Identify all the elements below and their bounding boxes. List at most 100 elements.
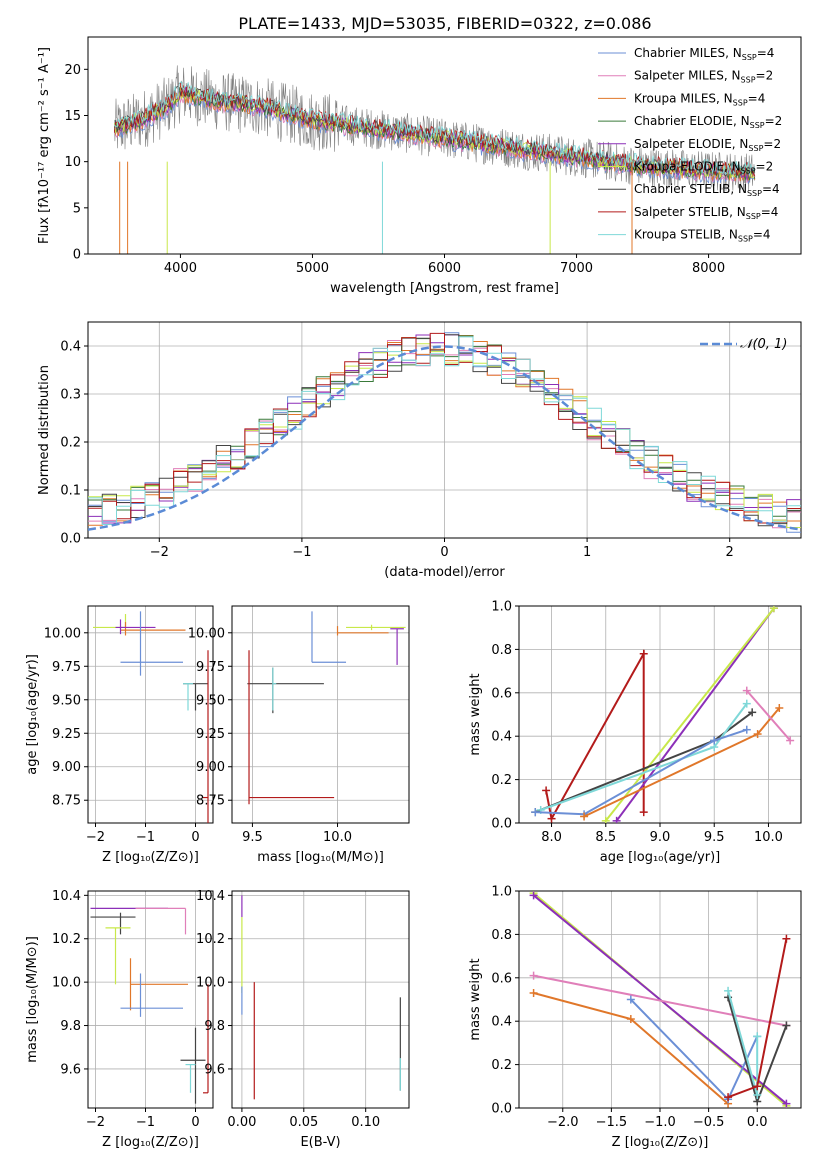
y-tick-label: 0.6 (491, 686, 512, 701)
plot-area (88, 332, 801, 533)
legend-label-suffix: =4 (761, 205, 779, 219)
y-axis-label: age [log₁₀(age/yr)] (25, 654, 40, 775)
series-line (727, 990, 759, 1096)
plot-area (90, 907, 209, 1104)
age-vs-mass-panel: 9.5 10.0 8.75 9.00 9.25 9.50 9.75 10.00 mass [lo… (188, 605, 410, 865)
y-tick-label: 0.4 (491, 730, 512, 745)
y-tick-label: 5 (73, 201, 81, 216)
legend-label: Chabrier ELODIE, NSSP=2 (634, 114, 782, 130)
y-tick-label: 0.1 (60, 484, 81, 499)
y-tick-label: 10.0 (52, 976, 81, 991)
histogram-step (88, 332, 801, 524)
legend-label: Kroupa MILES, NSSP=4 (634, 91, 765, 107)
x-tick-label: 0.00 (227, 1115, 256, 1130)
legend-label-text: Chabrier MILES, N (634, 46, 742, 60)
x-tick-label: 1 (583, 545, 591, 560)
y-tick-label: 0.8 (491, 928, 512, 943)
axes-frame (87, 890, 214, 1109)
y-tick-label: 8.75 (52, 794, 81, 809)
x-tick-label: 10.0 (323, 830, 352, 845)
legend-label-subscript: SSP (738, 235, 753, 244)
x-tick-label: −2 (86, 830, 105, 845)
y-tick-label: 1.0 (491, 600, 512, 615)
x-tick-label: 8.5 (595, 830, 616, 845)
x-tick-label: 0.0 (747, 1115, 768, 1130)
series-line (746, 689, 791, 742)
y-tick-label: 9.75 (196, 660, 225, 675)
x-tick-label: −2.0 (547, 1115, 579, 1130)
y-tick-label: 0 (73, 248, 81, 263)
legend-label: Chabrier MILES, NSSP=4 (634, 46, 774, 62)
x-tick-label: −1.5 (596, 1115, 628, 1130)
y-axis-label: mass [log₁₀(M/M⊙)] (25, 936, 40, 1063)
model-spectrum-line (114, 81, 756, 176)
y-tick-label: 9.75 (52, 660, 81, 675)
x-axis-label: Z [log₁₀(Z/Z⊙)] (612, 1135, 709, 1150)
y-tick-label: 0.4 (491, 1015, 512, 1030)
legend-label-suffix: =4 (753, 228, 771, 242)
x-tick-label: 7000 (560, 261, 593, 276)
legend-label-subscript: SSP (742, 53, 757, 62)
x-tick-label: −1 (292, 545, 311, 560)
legend-label: Salpeter MILES, NSSP=2 (634, 69, 773, 85)
x-tick-label: 2 (726, 545, 734, 560)
x-tick-label: 9.5 (242, 830, 263, 845)
legend-label-suffix: =4 (757, 46, 775, 60)
legend-label-subscript: SSP (750, 121, 765, 130)
legend-label-suffix: =2 (763, 137, 781, 151)
x-tick-label: 4000 (164, 261, 197, 276)
legend-label-text: Chabrier ELODIE, N (634, 114, 750, 128)
residual-histogram-panel: −2 −1 0 1 2 0.0 0.1 0.2 0.3 0.4 (data-model)/error… (37, 321, 802, 580)
x-tick-label: −1 (136, 1115, 155, 1130)
y-tick-label: 9.25 (196, 727, 225, 742)
axes-frame (87, 605, 214, 824)
x-tick-label: 0 (191, 1115, 199, 1130)
y-tick-label: 0.2 (491, 773, 512, 788)
axes-frame (231, 605, 410, 824)
y-tick-label: 0.2 (491, 1058, 512, 1073)
x-tick-label: 0.05 (289, 1115, 318, 1130)
legend-label-suffix: =4 (762, 182, 780, 196)
y-tick-label: 0.8 (491, 643, 512, 658)
x-axis-label: E(B-V) (300, 1135, 340, 1150)
plot-area (114, 65, 756, 254)
legend-label: Chabrier STELIB, NSSP=4 (634, 182, 780, 198)
y-tick-label: 10 (64, 155, 81, 170)
x-tick-label: 8000 (692, 261, 725, 276)
y-tick-label: 8.75 (196, 794, 225, 809)
y-tick-label: 9.00 (52, 760, 81, 775)
plot-area (529, 891, 791, 1108)
legend-label-text: Kroupa ELODIE, N (634, 160, 741, 174)
y-tick-label: 10.2 (52, 932, 81, 947)
x-axis-label: Z [log₁₀(Z/Z⊙)] (102, 850, 199, 865)
series-line (615, 607, 775, 822)
mass-weight-vs-metallicity-panel: −2.0 −1.5 −1.0 −0.5 0.0 0.0 0.2 0.4 0.6 0.8 1.0 Z [… (468, 885, 802, 1150)
y-tick-label: 9.25 (52, 727, 81, 742)
y-tick-label: 20 (64, 63, 81, 78)
plot-area (247, 611, 406, 805)
axes-frame (231, 890, 410, 1109)
x-tick-label: 9.0 (650, 830, 671, 845)
age-vs-metallicity-panel: −2 −1 0 8.75 9.00 9.25 9.50 9.75 10.00 Z [log₁₀(Z… (25, 605, 214, 865)
x-tick-label: 10.0 (754, 830, 783, 845)
legend-label-suffix: =4 (748, 91, 766, 105)
mass-weight-vs-age-panel: 8.0 8.5 9.0 9.5 10.0 0.0 0.2 0.4 0.6 0.8 1.0 age [l… (468, 600, 802, 865)
y-tick-label: 9.00 (196, 760, 225, 775)
x-axis-label: wavelength [Angstrom, rest frame] (330, 281, 559, 296)
y-tick-label: 1.0 (491, 885, 512, 900)
legend-label-subscript: SSP (746, 212, 761, 221)
legend-label-text: Kroupa MILES, N (634, 91, 733, 105)
x-tick-label: −1.0 (644, 1115, 676, 1130)
x-tick-label: 9.5 (704, 830, 725, 845)
y-tick-label: 0.3 (60, 388, 81, 403)
series-line (630, 998, 759, 1102)
legend-label-subscript: SSP (733, 98, 748, 107)
legend-label: 𝒩(0, 1) (740, 337, 787, 352)
series-line (533, 974, 787, 1027)
y-tick-label: 9.6 (204, 1062, 225, 1077)
y-tick-label: 0.0 (491, 1102, 512, 1117)
x-tick-label: −0.5 (693, 1115, 725, 1130)
legend-label: Salpeter ELODIE, NSSP=2 (634, 137, 781, 153)
y-tick-label: 0.0 (60, 532, 81, 547)
